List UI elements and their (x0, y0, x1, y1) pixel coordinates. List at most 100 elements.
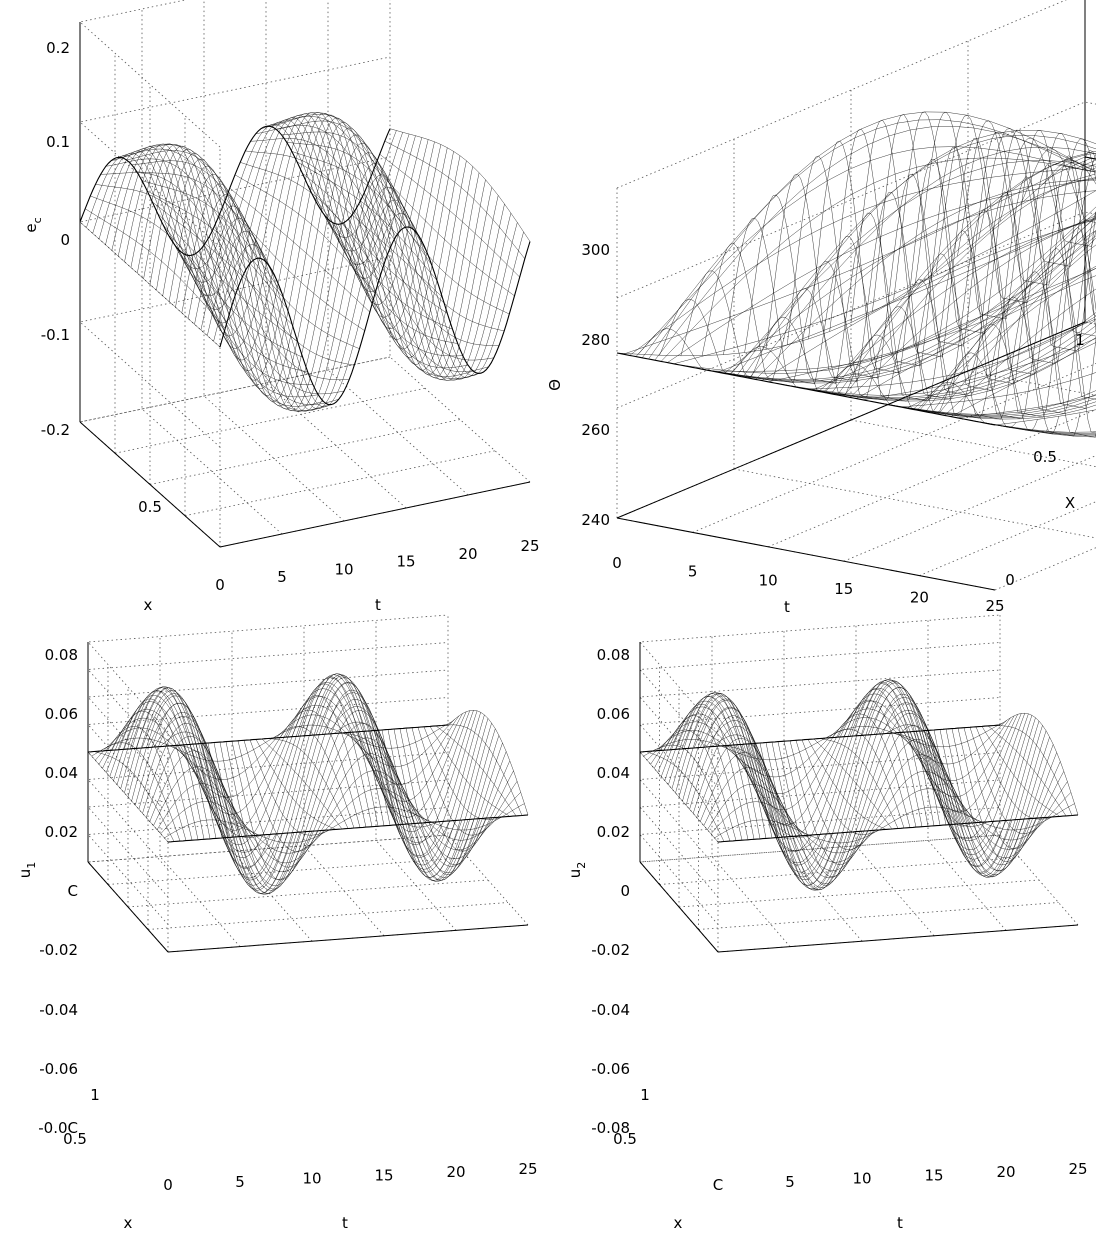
mesh-line-t (435, 725, 517, 817)
grid-lines (616, 0, 1096, 591)
grid-lines (87, 614, 529, 953)
mesh-line-t (117, 698, 199, 840)
mesh-line-t (188, 255, 329, 412)
surface-plot-3: 0.08 0.06 0.04 0.02 C -0.02 -0.04 -0.06 -0.0C 0 5 1… (16, 614, 538, 1232)
mesh-line-t (105, 158, 247, 270)
mesh-line-t (639, 751, 719, 843)
z-tick-label: 0.04 (597, 764, 630, 782)
mesh-line-t (849, 681, 929, 827)
mesh-line-t (183, 253, 324, 407)
mesh-line-t (198, 251, 339, 405)
mesh-line-t (987, 725, 1067, 817)
mesh-line-t (675, 695, 755, 840)
mesh-line-t (95, 184, 236, 295)
t-tick-label: 0 (215, 576, 225, 594)
x-axis (79, 421, 221, 548)
mesh-line-t (296, 161, 438, 281)
mesh-line-t (285, 695, 367, 828)
mesh-line-x (149, 737, 511, 880)
mesh-line-t (771, 742, 851, 891)
mesh-line-t (906, 318, 1096, 409)
t-tick-label: 25 (985, 597, 1004, 615)
grid-line-x (698, 902, 1059, 930)
mesh-line-t (121, 144, 262, 259)
mesh-line-t (944, 288, 1096, 416)
grid-line-z (87, 834, 449, 953)
z-tick-label: -0.0C (38, 1119, 78, 1137)
mesh-line-t (147, 703, 229, 838)
grid-line-t (927, 620, 1007, 931)
mesh-line-t (812, 268, 1096, 391)
grid-line-x (147, 902, 509, 930)
grid-line-t (994, 547, 1096, 591)
mesh-line-t (887, 401, 1096, 419)
mesh-line-t (818, 218, 1096, 392)
z-tick-label: -0.02 (39, 941, 78, 959)
z-tick-label: -0.02 (591, 941, 630, 959)
t-axis-label: t (375, 596, 381, 614)
mesh-line-t (195, 743, 277, 868)
mesh-line-t (126, 150, 267, 263)
mesh-line-t (177, 745, 259, 836)
z-tick-label: -0.2 (41, 421, 70, 439)
z-axis-label: Θ (546, 379, 564, 391)
mesh-line-t (879, 710, 959, 825)
mesh-line-t (207, 742, 289, 890)
mesh-line-t (379, 154, 520, 278)
mesh-line-t (110, 148, 252, 263)
grid-line-x (127, 879, 489, 908)
mesh-line-t (243, 740, 325, 852)
z-tick-label: 260 (581, 421, 610, 439)
mesh-line-t (224, 201, 365, 331)
mesh-line-t (214, 226, 355, 366)
mesh-line-t (951, 728, 1031, 872)
mesh-line-t (963, 418, 1096, 433)
x-axis-label: X (1065, 494, 1075, 512)
mesh-line-t (957, 728, 1037, 862)
mesh-line-t (375, 730, 457, 870)
grid-line-t (327, 0, 469, 496)
mesh-line-t (867, 687, 947, 825)
mesh-line-t (657, 729, 737, 841)
t-axis (219, 481, 531, 548)
mesh-line-x (86, 124, 397, 269)
mesh-line-t (321, 692, 403, 825)
mesh-line-t (686, 215, 1096, 380)
mesh-line-t (79, 221, 221, 348)
t-tick-label: 15 (374, 1166, 393, 1184)
mesh-line-t (393, 728, 475, 881)
z-axis-label-sub: 2 (575, 862, 588, 869)
mesh-line-t (261, 738, 343, 830)
mesh-line-t (868, 390, 1096, 415)
mesh-line-t (741, 744, 821, 852)
mesh-line-t (240, 162, 381, 277)
mesh-line-t (307, 184, 448, 314)
mesh-line-t (93, 751, 175, 842)
mesh-line-t (183, 744, 265, 838)
mesh-line-t (99, 742, 181, 842)
z-tick-label: 0.2 (46, 39, 70, 57)
mesh-line-t (131, 160, 272, 271)
mesh-line-t (447, 710, 529, 816)
mesh-line-t (909, 731, 989, 827)
mesh-line-t (717, 215, 1096, 373)
grid-line-x (149, 419, 461, 485)
mesh-line-t (736, 135, 1096, 376)
mesh-line-t (925, 211, 1096, 412)
mesh-line-x (661, 687, 1022, 840)
mesh-line-t (755, 179, 1096, 380)
mesh-line-x (91, 721, 452, 762)
mesh-line-t (351, 732, 433, 823)
mesh-line-x (162, 127, 473, 402)
mesh-line-t (369, 180, 510, 315)
mesh-line-t (774, 312, 1096, 396)
mesh-line-t (162, 223, 303, 358)
mesh-line-t (885, 724, 965, 824)
mesh-line-t (921, 730, 1001, 856)
x-tick-label: 1 (1075, 331, 1085, 349)
z-axis-label-main: u (16, 869, 34, 879)
mesh-line-t (819, 738, 899, 829)
mesh-line-t (667, 178, 1096, 363)
surface-mesh (87, 673, 529, 895)
